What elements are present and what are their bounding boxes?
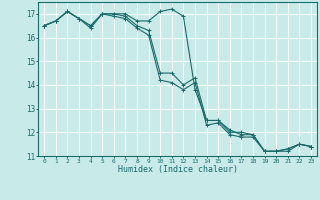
X-axis label: Humidex (Indice chaleur): Humidex (Indice chaleur) bbox=[118, 165, 238, 174]
